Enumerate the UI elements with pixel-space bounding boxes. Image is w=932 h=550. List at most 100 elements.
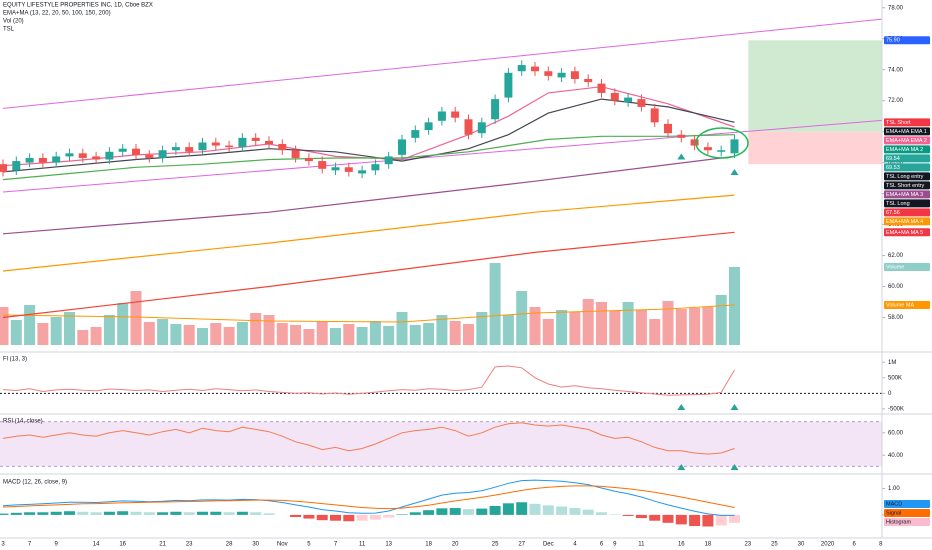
x-tick-label: 11 — [638, 542, 645, 548]
channel-line — [2, 18, 882, 109]
volume-bar — [409, 325, 421, 345]
price-tag — [884, 190, 930, 199]
candle-body — [12, 161, 21, 171]
candle-body — [38, 157, 47, 163]
channel-line — [2, 119, 882, 193]
x-tick-label: Nov — [277, 542, 288, 548]
histogram-bar — [290, 514, 302, 518]
price-tag-label: TSL Long — [886, 201, 910, 207]
volume-bar — [596, 302, 607, 345]
x-tick-label: 30 — [252, 542, 259, 548]
series-tag-label: Histogram — [886, 519, 911, 525]
candle-body — [25, 157, 34, 163]
y-tick-label: 60.00 — [888, 284, 904, 290]
histogram-bar — [236, 511, 248, 515]
price-tag — [884, 172, 930, 181]
histogram-bar — [64, 511, 75, 515]
histogram-bar — [330, 514, 341, 521]
x-tick-label: 7 — [28, 542, 32, 548]
price-tag-label: TSL Short entry — [886, 183, 925, 189]
volume-bar — [117, 303, 129, 345]
histogram-bar — [463, 509, 474, 515]
series-tag-label: MACD — [886, 501, 902, 507]
y-tick-label: 68.00 — [888, 160, 904, 166]
histogram-bar — [582, 509, 594, 515]
candle-body — [437, 111, 446, 121]
volume-bar — [223, 327, 235, 345]
histogram-bar — [729, 514, 740, 523]
moving-average — [2, 155, 735, 235]
histogram-bar — [183, 512, 195, 515]
volume-bar — [290, 325, 302, 345]
histogram-bar — [343, 514, 355, 522]
price-tag — [884, 181, 930, 190]
indicator-line — [2, 485, 735, 510]
histogram-bar — [356, 514, 368, 521]
candle-body — [398, 139, 406, 155]
histogram-bar — [316, 514, 328, 521]
volume-bar — [502, 315, 514, 345]
indicator-label: TSL — [3, 27, 15, 33]
y-tick-label: 60.00 — [888, 430, 904, 436]
histogram-bar — [143, 512, 155, 515]
x-tick-label: 25 — [771, 542, 778, 548]
volume-bar — [662, 301, 674, 345]
volume-bar — [10, 320, 22, 345]
price-tag-label: EMA+MA MA 3 — [886, 192, 923, 198]
price-tag — [884, 228, 930, 237]
histogram-bar — [476, 508, 488, 515]
series-tag — [884, 509, 930, 517]
histogram-bar — [502, 503, 514, 515]
volume-bar — [396, 312, 408, 345]
series-tag — [884, 500, 930, 508]
candle-body — [717, 150, 726, 152]
candle-body — [504, 72, 513, 98]
x-tick-label: 9 — [55, 542, 59, 548]
volume-bar — [449, 321, 461, 345]
histogram-bar — [436, 508, 448, 515]
x-tick-label: 27 — [518, 542, 525, 548]
price-tag-label: EMA+MA EMA 1 — [886, 129, 927, 135]
price-tag — [884, 127, 930, 136]
candle-body — [411, 130, 420, 138]
histogram-bar — [409, 512, 421, 515]
volume-bar — [183, 325, 195, 345]
candle-body — [238, 137, 247, 148]
histogram-bar — [569, 508, 581, 515]
price-tag-label: 67.56 — [886, 210, 900, 216]
candle-body — [198, 142, 207, 151]
candle-body — [52, 156, 61, 163]
x-tick-label: 13 — [385, 542, 392, 548]
price-tag — [884, 118, 930, 127]
volume-bar — [689, 308, 701, 345]
candle-body — [664, 123, 672, 134]
histogram-bar — [423, 510, 435, 515]
candle-body — [597, 83, 606, 93]
price-tag — [884, 154, 930, 163]
price-tag-label: 69.53 — [886, 165, 900, 171]
candle-body — [690, 139, 699, 146]
volume-bar — [103, 315, 115, 345]
candle-body — [92, 156, 101, 160]
x-tick-label: 18 — [425, 542, 432, 548]
indicator-line — [2, 365, 735, 396]
volume-bar — [250, 313, 262, 345]
volume-bar — [143, 322, 155, 345]
price-tag — [884, 217, 930, 226]
candle-body — [491, 99, 500, 120]
candle-body — [464, 119, 473, 135]
volume-bar — [702, 307, 714, 345]
candle-body — [225, 145, 234, 148]
volume-bar — [622, 302, 634, 345]
histogram-bar — [489, 505, 501, 515]
candle-body — [278, 144, 287, 151]
indicator-line — [2, 479, 735, 516]
volume-bar — [715, 295, 727, 345]
histogram-bar — [37, 512, 49, 515]
volume-bar — [330, 328, 341, 345]
volume-ma-line — [2, 304, 735, 323]
histogram-bar — [449, 508, 461, 515]
candle-body — [570, 71, 579, 79]
volume-bar — [582, 299, 594, 345]
chart-title: EQUITY LIFESTYLE PROPERTIES INC, 1D, Cbo… — [3, 3, 153, 9]
